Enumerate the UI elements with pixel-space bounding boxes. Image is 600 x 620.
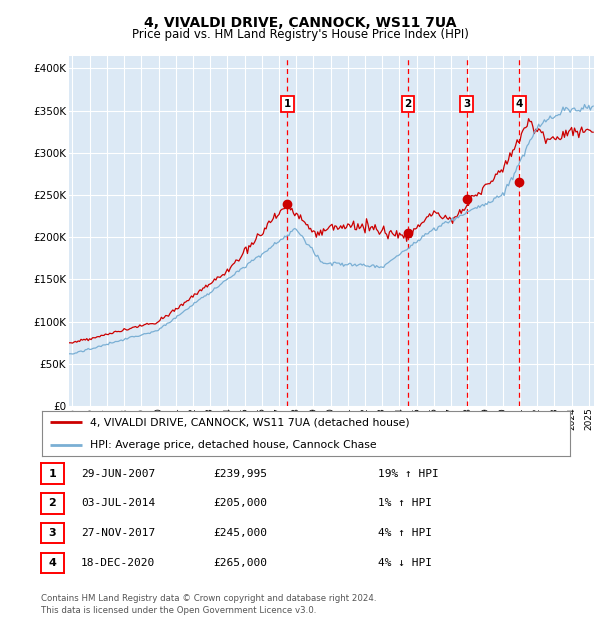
Text: 4% ↑ HPI: 4% ↑ HPI [378,528,432,538]
Text: 1: 1 [49,469,56,479]
Text: Price paid vs. HM Land Registry's House Price Index (HPI): Price paid vs. HM Land Registry's House … [131,28,469,41]
Text: 19% ↑ HPI: 19% ↑ HPI [378,469,439,479]
Text: 29-JUN-2007: 29-JUN-2007 [81,469,155,479]
Text: 4% ↓ HPI: 4% ↓ HPI [378,558,432,568]
Text: 4: 4 [48,558,56,568]
Text: Contains HM Land Registry data © Crown copyright and database right 2024.
This d: Contains HM Land Registry data © Crown c… [41,594,376,615]
Text: 3: 3 [463,99,470,109]
Text: 18-DEC-2020: 18-DEC-2020 [81,558,155,568]
Text: 4, VIVALDI DRIVE, CANNOCK, WS11 7UA (detached house): 4, VIVALDI DRIVE, CANNOCK, WS11 7UA (det… [89,417,409,427]
Text: 4, VIVALDI DRIVE, CANNOCK, WS11 7UA: 4, VIVALDI DRIVE, CANNOCK, WS11 7UA [144,16,456,30]
Text: £239,995: £239,995 [213,469,267,479]
Text: £205,000: £205,000 [213,498,267,508]
Text: 3: 3 [49,528,56,538]
Text: £245,000: £245,000 [213,528,267,538]
Text: HPI: Average price, detached house, Cannock Chase: HPI: Average price, detached house, Cann… [89,440,376,450]
Text: 1: 1 [284,99,291,109]
Text: 2: 2 [404,99,412,109]
Text: 1% ↑ HPI: 1% ↑ HPI [378,498,432,508]
Text: 4: 4 [515,99,523,109]
Text: 03-JUL-2014: 03-JUL-2014 [81,498,155,508]
Text: 2: 2 [49,498,56,508]
Text: 27-NOV-2017: 27-NOV-2017 [81,528,155,538]
Text: £265,000: £265,000 [213,558,267,568]
